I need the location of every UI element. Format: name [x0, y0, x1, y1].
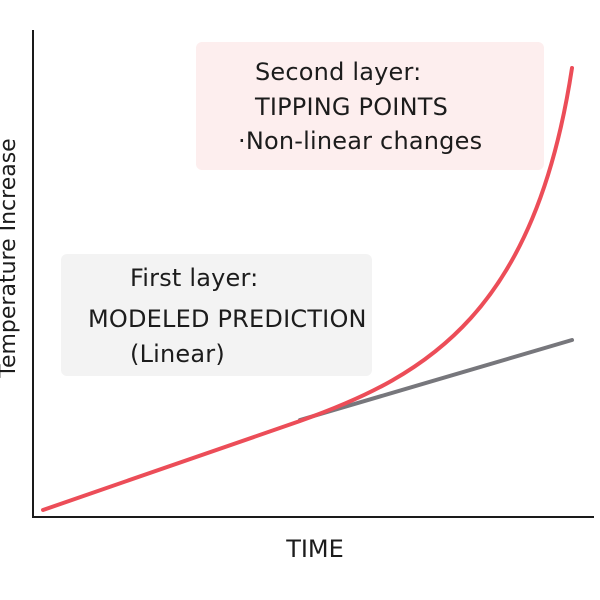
first-layer-box — [61, 254, 372, 376]
first-layer-heading: First layer: — [130, 264, 259, 292]
tipping-point-curve — [41, 66, 574, 512]
y-axis-label: Temperature Increase — [0, 138, 21, 378]
second-layer-title: TIPPING POINTS — [255, 93, 449, 121]
linear-prediction-curve — [298, 338, 574, 422]
second-layer-box — [196, 42, 544, 170]
second-layer-bullet: ·Non-linear changes — [238, 127, 483, 155]
second-layer-heading: Second layer: — [255, 58, 422, 86]
x-axis-label: TIME — [286, 535, 344, 563]
first-layer-subtitle: (Linear) — [130, 340, 225, 368]
first-layer-title: MODELED PREDICTION — [88, 305, 367, 333]
